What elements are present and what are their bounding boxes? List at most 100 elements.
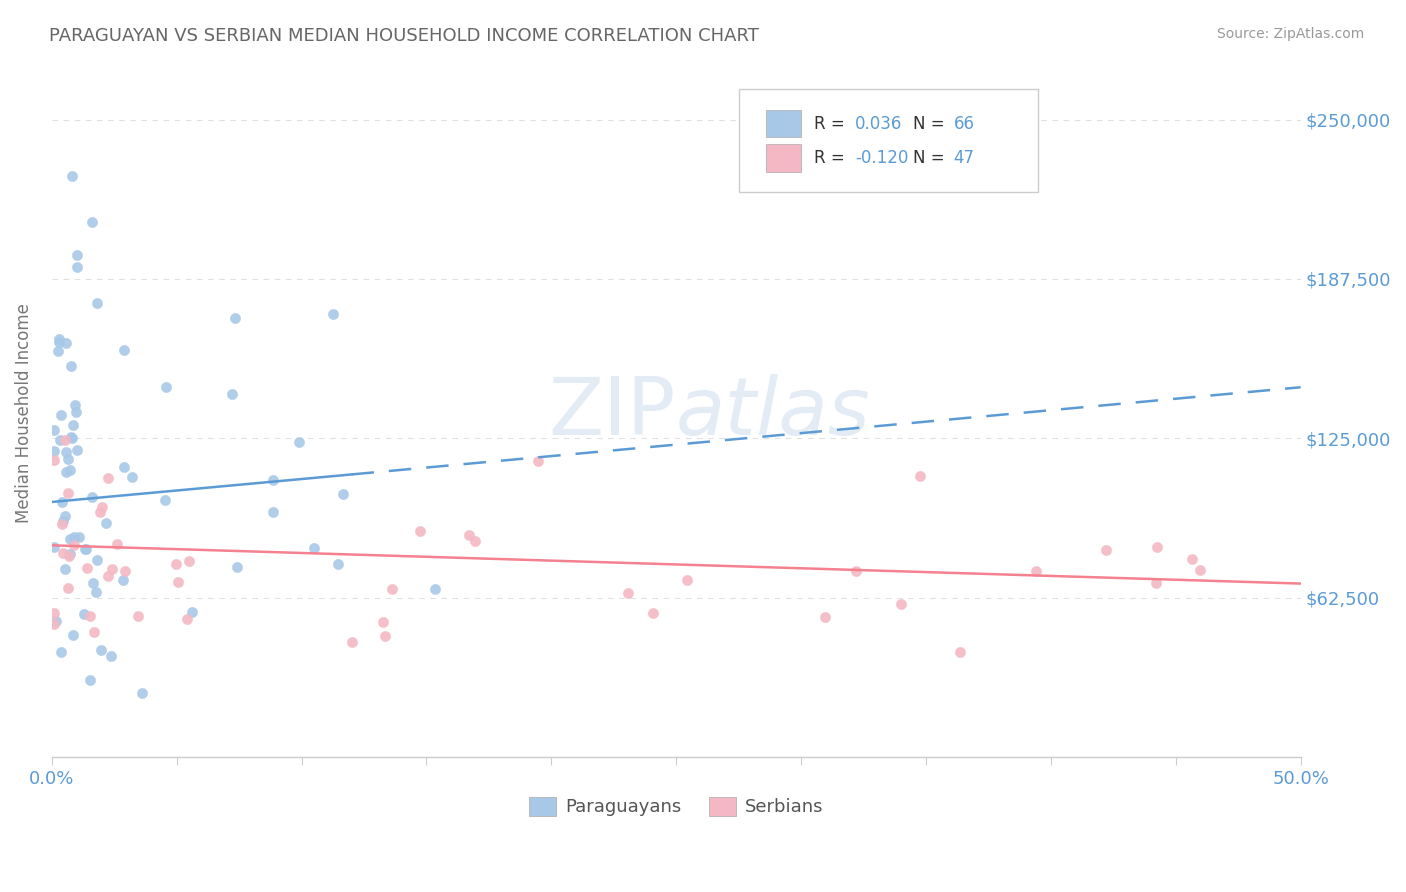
Point xyxy=(111,573,134,587)
Point xyxy=(48,332,70,346)
Point xyxy=(58,582,80,596)
Point xyxy=(51,516,73,531)
Text: atlas: atlas xyxy=(676,374,870,451)
Point xyxy=(112,343,135,357)
Point xyxy=(82,490,104,504)
Point xyxy=(224,310,246,325)
Point xyxy=(46,344,69,359)
Point xyxy=(176,612,198,626)
Point xyxy=(56,486,79,500)
Point xyxy=(63,398,86,412)
Point xyxy=(105,537,128,551)
Text: R =: R = xyxy=(814,114,849,133)
Point xyxy=(464,534,486,549)
Point xyxy=(55,465,77,479)
Point xyxy=(225,560,247,574)
Point xyxy=(100,649,122,664)
Point xyxy=(53,562,76,576)
Point xyxy=(52,514,75,528)
Point xyxy=(890,597,912,611)
Point xyxy=(66,442,89,457)
Legend: Paraguayans, Serbians: Paraguayans, Serbians xyxy=(522,789,831,823)
Point xyxy=(97,471,120,485)
Point xyxy=(51,495,73,509)
Point xyxy=(89,505,111,519)
Point xyxy=(153,492,176,507)
Point xyxy=(86,296,108,310)
Point xyxy=(79,609,101,624)
Point xyxy=(65,405,87,419)
Point xyxy=(45,614,67,628)
Text: 0.036: 0.036 xyxy=(855,114,903,133)
Point xyxy=(44,540,66,554)
Point xyxy=(100,561,122,575)
Point xyxy=(44,444,66,458)
Point xyxy=(114,564,136,578)
Point xyxy=(90,643,112,657)
Point xyxy=(97,569,120,583)
Point xyxy=(59,359,82,373)
Point xyxy=(326,557,349,571)
Point xyxy=(49,645,72,659)
FancyBboxPatch shape xyxy=(738,89,1039,193)
Text: N =: N = xyxy=(914,149,950,167)
Point xyxy=(181,605,204,619)
Point xyxy=(67,530,90,544)
Point xyxy=(80,214,103,228)
Point xyxy=(59,547,82,561)
Point xyxy=(423,582,446,596)
Point xyxy=(76,560,98,574)
FancyBboxPatch shape xyxy=(766,110,801,137)
Point xyxy=(526,454,548,468)
Point xyxy=(1025,564,1047,578)
Point xyxy=(121,469,143,483)
Point xyxy=(155,380,177,394)
Y-axis label: Median Household Income: Median Household Income xyxy=(15,302,32,523)
Point xyxy=(53,433,76,447)
Point xyxy=(409,524,432,539)
Point xyxy=(262,473,284,487)
Point xyxy=(60,431,83,445)
Point xyxy=(48,335,70,350)
Point xyxy=(457,528,479,542)
Point xyxy=(112,460,135,475)
Point xyxy=(51,408,73,422)
Point xyxy=(55,335,77,350)
Point xyxy=(60,169,83,183)
Point xyxy=(371,615,394,629)
Point xyxy=(55,444,77,458)
Point xyxy=(59,532,82,546)
Point xyxy=(55,509,77,524)
Point xyxy=(221,386,243,401)
Point xyxy=(62,418,84,433)
Text: 47: 47 xyxy=(953,149,974,167)
Text: -0.120: -0.120 xyxy=(855,149,908,167)
Point xyxy=(262,505,284,519)
Point xyxy=(1188,563,1211,577)
Point xyxy=(82,575,104,590)
Point xyxy=(60,430,83,444)
Point xyxy=(63,530,86,544)
Point xyxy=(177,554,200,568)
Point xyxy=(322,307,344,321)
Point xyxy=(58,549,80,563)
Point xyxy=(166,558,188,572)
Point xyxy=(84,585,107,599)
Text: Source: ZipAtlas.com: Source: ZipAtlas.com xyxy=(1216,27,1364,41)
Point xyxy=(1144,575,1167,590)
Point xyxy=(44,452,66,467)
Point xyxy=(641,606,664,620)
Point xyxy=(56,451,79,466)
Point xyxy=(44,616,66,631)
Point xyxy=(44,424,66,438)
Point xyxy=(1146,540,1168,554)
FancyBboxPatch shape xyxy=(766,145,801,172)
Point xyxy=(908,468,931,483)
Point xyxy=(73,542,96,557)
Point xyxy=(48,433,70,447)
Point xyxy=(814,610,837,624)
Text: PARAGUAYAN VS SERBIAN MEDIAN HOUSEHOLD INCOME CORRELATION CHART: PARAGUAYAN VS SERBIAN MEDIAN HOUSEHOLD I… xyxy=(49,27,759,45)
Point xyxy=(63,538,86,552)
Point xyxy=(131,686,153,700)
Point xyxy=(90,500,112,515)
